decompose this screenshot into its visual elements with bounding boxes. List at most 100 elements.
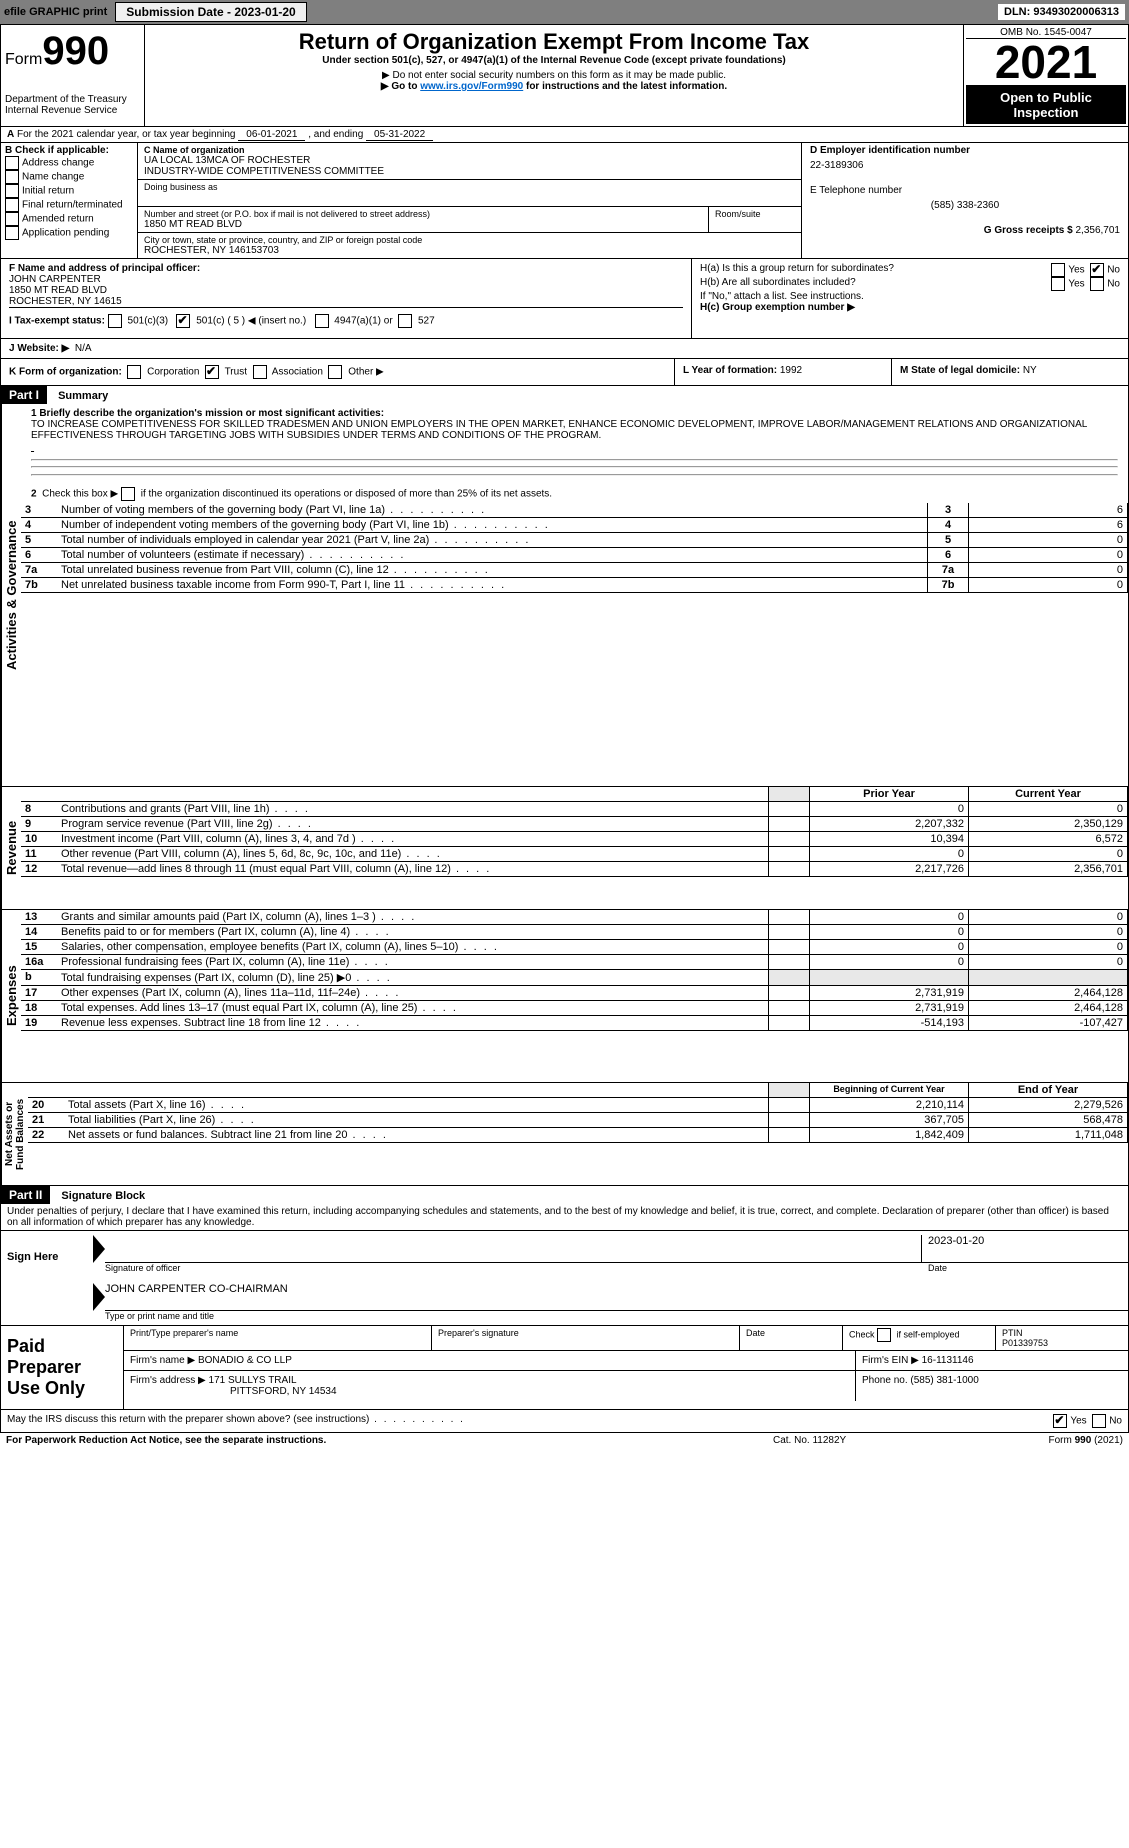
year-formation: 1992: [780, 365, 802, 376]
chk-other[interactable]: [328, 365, 342, 379]
h-b-label: H(b) Are all subordinates included?: [700, 277, 1051, 291]
addr-label: Number and street (or P.O. box if mail i…: [144, 209, 702, 219]
phone-value: (585) 338-2360: [810, 200, 1120, 211]
table-row: 17 Other expenses (Part IX, column (A), …: [21, 986, 1128, 1001]
arrow-icon: [93, 1283, 105, 1311]
q1-label: 1 Briefly describe the organization's mi…: [31, 408, 1118, 419]
col-date: Date: [740, 1326, 843, 1350]
footer-mid: Cat. No. 11282Y: [773, 1435, 973, 1446]
officer-addr1: 1850 MT READ BLVD: [9, 285, 683, 296]
ein-value: 22-3189306: [810, 160, 1120, 171]
table-row: 21 Total liabilities (Part X, line 26) 3…: [28, 1113, 1128, 1128]
box-j: J Website: ▶ N/A: [0, 339, 1129, 359]
table-row: 15 Salaries, other compensation, employe…: [21, 940, 1128, 955]
firm-addr1: 171 SULLYS TRAIL: [209, 1375, 297, 1386]
gross-value: 2,356,701: [1076, 225, 1121, 236]
h-c-label: H(c) Group exemption number ▶: [700, 302, 1120, 313]
col-begin: Beginning of Current Year: [810, 1083, 969, 1098]
table-row: 9 Program service revenue (Part VIII, li…: [21, 817, 1128, 832]
org-name-1: UA LOCAL 13MCA OF ROCHESTER: [144, 155, 795, 166]
chk-amended[interactable]: Amended return: [5, 212, 133, 226]
tax-year: 2021: [966, 39, 1126, 86]
date-label: Date: [928, 1263, 1128, 1273]
form-title: Return of Organization Exempt From Incom…: [151, 29, 957, 55]
chk-corp[interactable]: [127, 365, 141, 379]
part2-bar: Part II: [1, 1186, 50, 1204]
efile-label: efile GRAPHIC print: [4, 6, 107, 18]
firm-addr2: PITTSFORD, NY 14534: [130, 1386, 849, 1397]
chk-discontinued[interactable]: [121, 487, 135, 501]
footer: For Paperwork Reduction Act Notice, see …: [0, 1433, 1129, 1448]
table-row: 12 Total revenue—add lines 8 through 11 …: [21, 862, 1128, 877]
box-i-row: I Tax-exempt status: 501(c)(3) 501(c) ( …: [9, 308, 683, 334]
chk-501c[interactable]: [176, 314, 190, 328]
dba-label: Doing business as: [144, 182, 795, 192]
table-row: 10 Investment income (Part VIII, column …: [21, 832, 1128, 847]
hb-yes[interactable]: [1051, 277, 1065, 291]
hb-no[interactable]: [1090, 277, 1104, 291]
f-label: F Name and address of principal officer:: [9, 263, 683, 274]
sign-here: Sign Here: [1, 1231, 93, 1325]
table-row: 7a Total unrelated business revenue from…: [21, 563, 1128, 578]
chk-4947[interactable]: [315, 314, 329, 328]
sig-date: 2023-01-20: [922, 1235, 1128, 1263]
chk-self[interactable]: [877, 1328, 891, 1342]
chk-527[interactable]: [398, 314, 412, 328]
section-fh: F Name and address of principal officer:…: [0, 259, 1129, 339]
self-employed-label: Check: [849, 1329, 877, 1339]
table-row: 5 Total number of individuals employed i…: [21, 533, 1128, 548]
table-row: 11 Other revenue (Part VIII, column (A),…: [21, 847, 1128, 862]
chk-501c3[interactable]: [108, 314, 122, 328]
website-value: N/A: [75, 343, 92, 354]
q1-underline: [31, 441, 1118, 453]
chk-initial[interactable]: Initial return: [5, 184, 133, 198]
chk-assoc[interactable]: [253, 365, 267, 379]
exp-table: 13 Grants and similar amounts paid (Part…: [21, 910, 1128, 1031]
firm-name: BONADIO & CO LLP: [198, 1355, 292, 1366]
mission-text: TO INCREASE COMPETITIVENESS FOR SKILLED …: [31, 419, 1118, 441]
org-name-2: INDUSTRY-WIDE COMPETITIVENESS COMMITTEE: [144, 166, 795, 177]
discuss-yes[interactable]: [1053, 1414, 1067, 1428]
penalty-text: Under penalties of perjury, I declare th…: [1, 1204, 1128, 1231]
form-header: Form990 Department of the Treasury Inter…: [0, 24, 1129, 127]
chk-trust[interactable]: [205, 365, 219, 379]
side-revenue: Revenue: [1, 787, 21, 909]
state-domicile: NY: [1023, 365, 1037, 376]
ssn-note: ▶ Do not enter social security numbers o…: [151, 70, 957, 81]
side-expenses: Expenses: [1, 910, 21, 1082]
org-address: 1850 MT READ BLVD: [144, 219, 702, 230]
side-net: Net Assets or Fund Balances: [1, 1083, 28, 1185]
chk-final[interactable]: Final return/terminated: [5, 198, 133, 212]
submission-date-button[interactable]: Submission Date - 2023-01-20: [115, 2, 306, 22]
table-row: 14 Benefits paid to or for members (Part…: [21, 925, 1128, 940]
discuss-no[interactable]: [1092, 1414, 1106, 1428]
col-end: End of Year: [969, 1083, 1128, 1098]
irs-label: Internal Revenue Service: [5, 105, 140, 116]
sig-officer-label: Signature of officer: [105, 1263, 928, 1273]
table-row: b Total fundraising expenses (Part IX, c…: [21, 970, 1128, 986]
dln: DLN: 93493020006313: [998, 4, 1125, 20]
firm-ein: 16-1131146: [922, 1355, 974, 1366]
table-row: 8 Contributions and grants (Part VIII, l…: [21, 802, 1128, 817]
table-row: 3 Number of voting members of the govern…: [21, 503, 1128, 518]
chk-pending[interactable]: Application pending: [5, 226, 133, 240]
ha-yes[interactable]: [1051, 263, 1065, 277]
officer-addr2: ROCHESTER, NY 14615: [9, 296, 683, 308]
table-row: 13 Grants and similar amounts paid (Part…: [21, 910, 1128, 925]
arrow-icon: [93, 1235, 105, 1263]
org-csz: ROCHESTER, NY 146153703: [144, 245, 795, 256]
goto-link[interactable]: www.irs.gov/Form990: [420, 81, 523, 92]
footer-left: For Paperwork Reduction Act Notice, see …: [6, 1435, 773, 1446]
room-label: Room/suite: [715, 209, 795, 219]
part1: Part I Summary Activities & Governance 1…: [0, 386, 1129, 1186]
goto-line: ▶ Go to www.irs.gov/Form990 for instruct…: [151, 81, 957, 92]
table-row: 7b Net unrelated business taxable income…: [21, 578, 1128, 593]
top-bar: efile GRAPHIC print Submission Date - 20…: [0, 0, 1129, 24]
ha-no[interactable]: [1090, 263, 1104, 277]
officer-print-name: JOHN CARPENTER CO-CHAIRMAN: [105, 1283, 1128, 1311]
form-990-label: Form990: [5, 29, 140, 74]
officer-name: JOHN CARPENTER: [9, 274, 683, 285]
chk-address[interactable]: Address change: [5, 156, 133, 170]
side-governance: Activities & Governance: [1, 404, 21, 786]
chk-name[interactable]: Name change: [5, 170, 133, 184]
